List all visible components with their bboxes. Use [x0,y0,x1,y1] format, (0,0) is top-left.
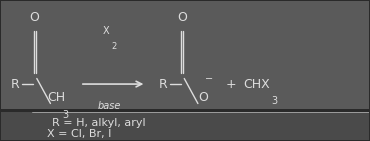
Text: R: R [10,78,19,91]
Text: O: O [177,11,187,24]
Text: 3: 3 [271,96,277,106]
Text: X = Cl, Br, I: X = Cl, Br, I [47,129,111,139]
Text: CH: CH [48,92,66,104]
Text: +: + [226,78,236,91]
Text: R = H, alkyl, aryl: R = H, alkyl, aryl [52,118,146,128]
Text: R: R [158,78,167,91]
Text: base: base [98,101,121,111]
Bar [1,1,369,109]
Text: −: − [205,73,213,83]
Text: 2: 2 [112,42,117,51]
Text: O: O [30,11,40,24]
Text: CHX: CHX [243,78,270,91]
Bar [1,112,369,140]
Text: X: X [102,26,109,36]
Text: 3: 3 [62,110,68,120]
Text: O: O [198,92,208,104]
